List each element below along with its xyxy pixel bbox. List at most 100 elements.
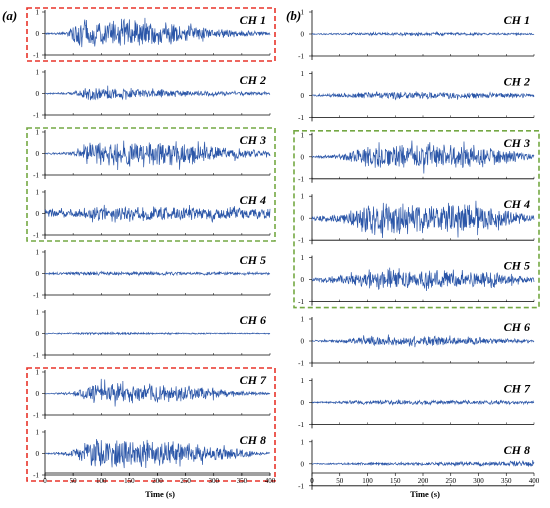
panel-label: (b): [286, 8, 301, 23]
y-tick-label: 0: [36, 450, 40, 458]
y-tick-label: -1: [33, 352, 39, 360]
channel-label: CH 4: [504, 197, 530, 211]
channel-plot-ch-2: 1 0 -1 CH 2: [33, 69, 271, 120]
y-tick-label: -1: [298, 421, 304, 429]
signal-trace: [44, 204, 271, 223]
signal-trace: [311, 399, 535, 406]
y-tick-label: -1: [33, 52, 39, 60]
channel-plot-ch-7: 1 0 -1 CH 7: [298, 377, 535, 429]
channel-label: CH 6: [504, 320, 530, 334]
time-axis-tick-label: 300: [209, 477, 220, 485]
y-tick-label: 0: [36, 210, 40, 218]
signal-trace: [44, 378, 271, 407]
time-axis-tick-label: 0: [310, 477, 314, 485]
signal-trace: [311, 334, 535, 348]
channel-label: CH 2: [504, 74, 530, 88]
channel-plot-ch-5: 1 0 -1 CH 5: [33, 249, 271, 300]
channel-label: CH 5: [240, 253, 266, 267]
y-tick-label: 1: [36, 309, 40, 317]
y-tick-label: 1: [36, 189, 40, 197]
time-axis-tick-label: 400: [265, 477, 276, 485]
y-tick-label: -1: [33, 172, 39, 180]
y-tick-label: 1: [36, 129, 40, 137]
panel-a: (a) 1 0 -1 CH 1 1 0 -1 CH 2 1 0 -1 CH 3 1 0 -1 CH 4 1 0 -1 C…: [2, 8, 276, 499]
channel-label: CH 7: [240, 373, 267, 387]
channel-plot-ch-3: 1 0 -1 CH 3: [33, 129, 271, 180]
signal-trace: [44, 438, 271, 469]
y-tick-label: 0: [36, 150, 40, 158]
channel-plot-ch-2: 1 0 -1 CH 2: [298, 70, 535, 122]
highlight-box-ch-1: [26, 7, 276, 62]
y-tick-label: -1: [298, 298, 304, 306]
y-tick-label: 1: [301, 193, 305, 201]
highlight-boxes: [26, 7, 540, 482]
signal-trace: [311, 140, 535, 174]
y-tick-label: 0: [36, 90, 40, 98]
y-tick-label: 0: [301, 153, 305, 161]
time-axis-tick-label: 100: [362, 477, 373, 485]
y-tick-label: -1: [298, 237, 304, 245]
y-tick-label: 0: [36, 270, 40, 278]
highlight-box-ch-3-ch-4: [26, 127, 276, 242]
channel-label: CH 3: [240, 133, 266, 147]
panel-b: (b) 10-1CH 110-1CH 210-1CH 310-1CH 410-1C…: [286, 8, 540, 499]
channel-plot-ch-3: 1 0 -1 CH 3: [298, 131, 535, 183]
time-axis-tick-label: 250: [180, 477, 191, 485]
time-axis-tick-label: 200: [418, 477, 429, 485]
signal-trace: [44, 17, 271, 48]
signal-trace: [311, 91, 535, 101]
y-tick-label: -1: [298, 360, 304, 368]
channel-plot-ch-1: 1 0 -1 CH 1: [298, 9, 535, 61]
signal-trace: [311, 30, 535, 37]
channel-label: CH 3: [504, 136, 530, 150]
y-tick-label: 0: [301, 338, 305, 346]
signal-trace: [44, 331, 271, 336]
y-tick-label: -1: [33, 292, 39, 300]
channel-plot-ch-1: 1 0 -1 CH 1: [33, 9, 271, 60]
time-axis-tick-label: 400: [529, 477, 540, 485]
y-tick-label: -1: [298, 114, 304, 122]
y-tick-label: -1: [298, 53, 304, 61]
y-tick-label: 1: [301, 131, 305, 139]
time-axis-tick-label: 50: [336, 477, 344, 485]
signal-trace: [311, 200, 535, 239]
y-tick-label: 0: [301, 31, 305, 39]
highlight-box-ch-3-ch-4-ch-5: [293, 130, 540, 309]
time-axis-tick-label: 100: [96, 477, 107, 485]
channel-label: CH 8: [240, 433, 266, 447]
time-axis: 0 50 100 150 200 250 300 350 400 Time (s): [43, 472, 276, 499]
y-tick-label: 0: [36, 390, 40, 398]
y-tick-label: 1: [301, 70, 305, 78]
channel-plot-ch-6: 1 0 -1 CH 6: [298, 316, 535, 368]
y-tick-label: 0: [301, 215, 305, 223]
panel-label: (a): [2, 8, 17, 23]
channel-plot-ch-8: 1 0 -1 CH 8: [33, 429, 271, 480]
time-axis-tick-label: 200: [152, 477, 163, 485]
y-tick-label: 1: [301, 9, 305, 17]
signal-trace: [311, 460, 535, 467]
channel-label: CH 5: [504, 259, 530, 273]
y-tick-label: 0: [36, 330, 40, 338]
channel-label: CH 7: [504, 381, 531, 395]
channel-label: CH 6: [240, 313, 266, 327]
signal-trace: [44, 270, 271, 277]
time-axis: 0 50 100 150 200 250 300 350 400 Time (s): [310, 472, 540, 499]
signal-trace: [44, 85, 271, 101]
channel-label: CH 1: [240, 13, 266, 27]
y-tick-label: 0: [301, 276, 305, 284]
channel-plot-ch-5: 1 0 -1 CH 5: [298, 254, 535, 306]
channel-plot-ch-7: 1 0 -1 CH 7: [33, 369, 271, 420]
panels: (a) 1 0 -1 CH 1 1 0 -1 CH 2 1 0 -1 CH 3 1 0 -1 CH 4 1 0 -1 C…: [2, 8, 540, 499]
x-axis-title: Time (s): [145, 489, 175, 499]
y-tick-label: 1: [301, 254, 305, 262]
time-axis-tick-label: 350: [237, 477, 248, 485]
channel-plot-ch-6: 1 0 -1 CH 6: [33, 309, 271, 360]
y-tick-label: -1: [33, 412, 39, 420]
time-axis-tick-label: 300: [473, 477, 484, 485]
channel-plot-ch-8: 1 0 -1 CH 8: [298, 438, 535, 490]
channel-label: CH 4: [240, 193, 266, 207]
y-tick-label: 0: [36, 30, 40, 38]
y-tick-label: -1: [298, 175, 304, 183]
time-axis-tick-label: 250: [446, 477, 457, 485]
